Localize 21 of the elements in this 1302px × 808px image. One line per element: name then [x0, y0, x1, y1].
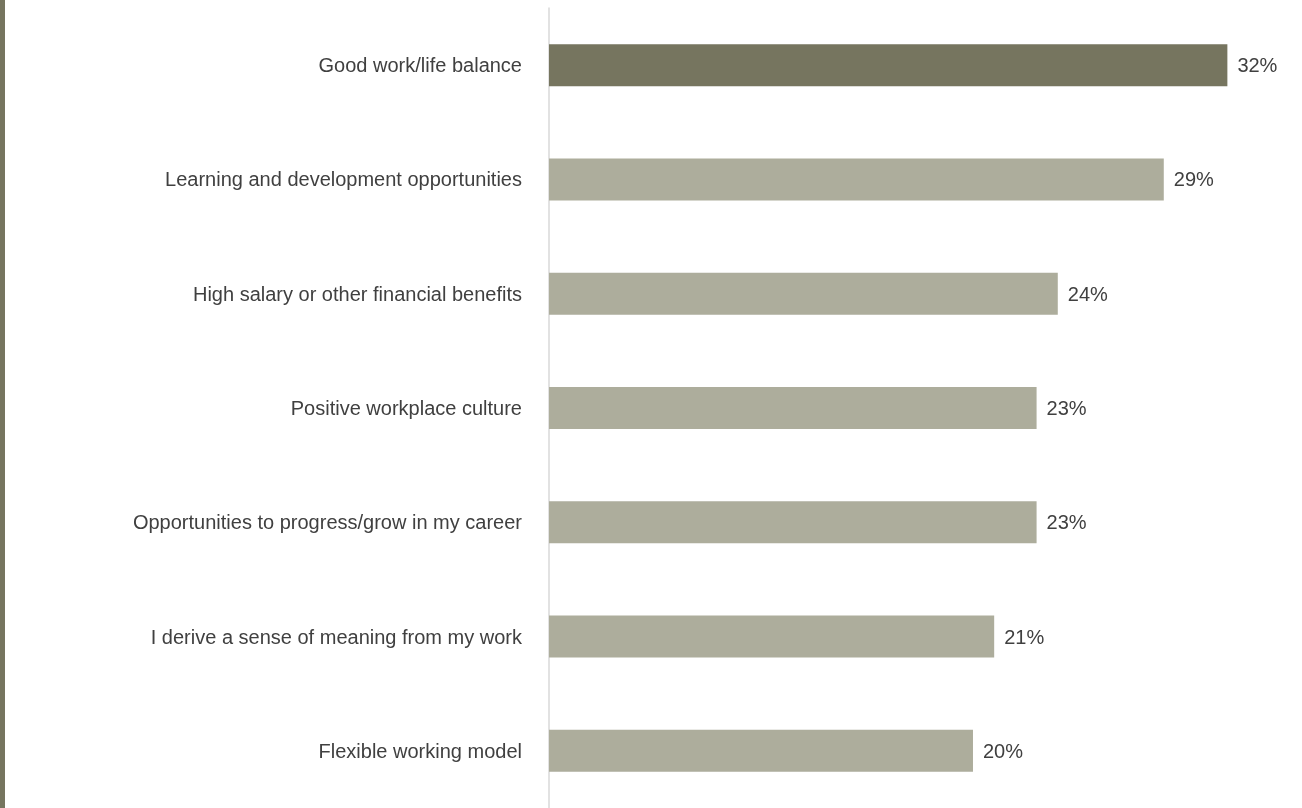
- data-label: 32%: [1237, 54, 1278, 77]
- data-label: 23%: [1046, 511, 1087, 534]
- data-label: 23%: [1046, 397, 1087, 419]
- y-tick-label: High salary or other financial benefits: [192, 282, 522, 305]
- bar: [549, 44, 1228, 87]
- data-label: 21%: [1004, 625, 1045, 648]
- bar: [549, 387, 1037, 429]
- bar: [549, 729, 973, 772]
- y-tick-label: Opportunities to progress/grow in my career: [132, 511, 523, 534]
- y-tick-label: Positive workplace culture: [290, 397, 522, 419]
- bar: [549, 158, 1164, 201]
- data-label: 24%: [1067, 282, 1109, 305]
- data-label: 20%: [982, 739, 1024, 762]
- bar: [549, 615, 995, 658]
- y-tick-label: Good work/life balance: [318, 54, 522, 77]
- data-label: 29%: [1173, 168, 1215, 191]
- y-tick-label: Flexible working model: [318, 739, 522, 762]
- bar: [549, 272, 1058, 315]
- y-tick-label: I derive a sense of meaning from my work: [150, 625, 523, 648]
- bar: [549, 501, 1037, 544]
- y-tick-label: Learning and development opportunities: [165, 168, 522, 191]
